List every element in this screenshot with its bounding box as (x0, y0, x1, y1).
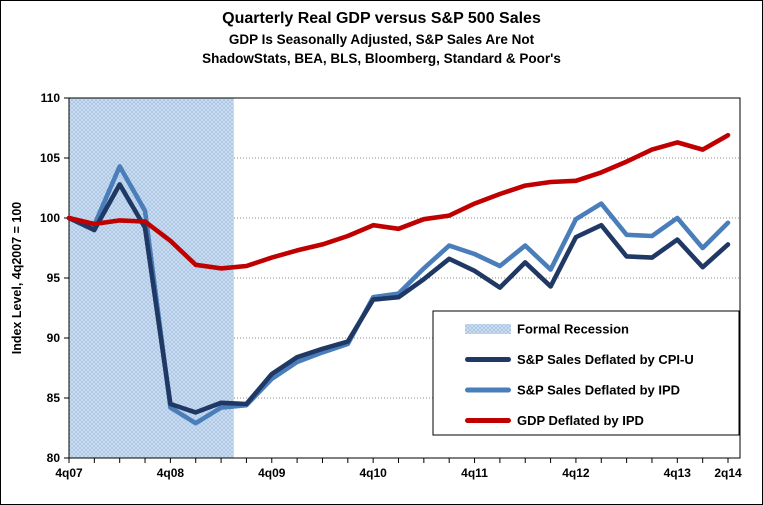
legend-item-gdp-ipd: GDP Deflated by IPD (465, 413, 644, 428)
x-tick-label: 4q11 (461, 466, 488, 480)
x-tick-label: 4q13 (664, 466, 692, 480)
legend-item-sp-cpiu: S&P Sales Deflated by CPI-U (465, 352, 694, 367)
y-tick-label: 90 (47, 331, 61, 345)
chart-title: Quarterly Real GDP versus S&P 500 Sales (222, 10, 541, 27)
legend-item-sp-ipd: S&P Sales Deflated by IPD (465, 383, 680, 398)
series-line-sp_cpiu (66, 182, 731, 415)
x-tick-label: 4q07 (55, 466, 83, 480)
legend-label: S&P Sales Deflated by IPD (517, 383, 680, 398)
legend-item-recession: Formal Recession (465, 322, 629, 337)
chart-subtitle: GDP Is Seasonally Adjusted, S&P Sales Ar… (228, 32, 535, 47)
legend-label: Formal Recession (517, 322, 629, 337)
x-tick-label: 4q09 (258, 466, 286, 480)
series-line-sp_ipd (66, 164, 731, 426)
chart-source-line: ShadowStats, BEA, BLS, Bloomberg, Standa… (202, 51, 561, 66)
legend-swatch-recession (465, 324, 511, 334)
y-tick-label: 95 (47, 271, 61, 285)
y-tick-label: 85 (47, 391, 61, 405)
x-tick-label: 4q12 (562, 466, 590, 480)
y-tick-label: 100 (40, 211, 60, 225)
x-tick-label: 2q14 (714, 466, 742, 480)
y-tick-label: 110 (41, 91, 61, 105)
y-tick-label: 105 (40, 151, 60, 165)
legend-label: GDP Deflated by IPD (517, 413, 644, 428)
legend-swatch-line (465, 418, 511, 423)
y-tick-label: 80 (47, 451, 61, 465)
legend-swatch-line (465, 387, 511, 393)
legend: Formal Recession S&P Sales Deflated by CP… (432, 310, 740, 436)
series-line-gdp_ipd (66, 132, 731, 271)
x-tick-label: 4q10 (359, 466, 387, 480)
legend-label: S&P Sales Deflated by CPI-U (517, 352, 694, 367)
legend-swatch-line (465, 357, 511, 362)
x-tick-label: 4q08 (157, 466, 185, 480)
